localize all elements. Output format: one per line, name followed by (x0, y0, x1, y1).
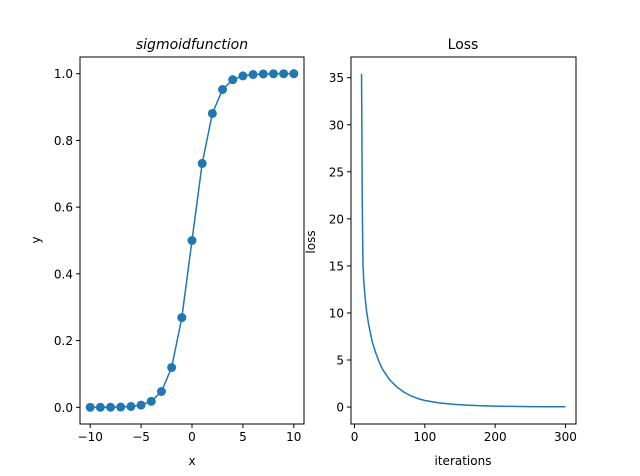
sigmoid-axes-frame (79, 56, 305, 425)
sigmoid-data-point (136, 400, 146, 410)
loss-x-tick-label: 300 (554, 430, 577, 444)
loss-y-tick-label: 25 (329, 165, 344, 179)
loss-x-tick-label: 0 (351, 430, 359, 444)
sigmoid-plot-area: −10 −5 0 5 10 0.0 0.2 0.4 0.6 0.8 1.0 (54, 67, 302, 444)
sigmoid-y-tick-label: 0.6 (54, 201, 73, 215)
sigmoid-chart: sigmoidfunction x y −10 −5 0 5 10 0.0 0.2 0.4 0.… (29, 37, 305, 468)
sigmoid-data-point (167, 363, 177, 373)
sigmoid-y-tick-label: 0.4 (54, 267, 73, 281)
loss-y-tick-label: 10 (329, 306, 344, 320)
loss-x-axis-label: iterations (435, 454, 492, 468)
sigmoid-x-tick-label: 10 (286, 430, 301, 444)
loss-series-line (360, 73, 566, 408)
sigmoid-data-point (146, 396, 156, 406)
sigmoid-y-tick-label: 1.0 (54, 67, 73, 81)
sigmoid-y-tick-label: 0.2 (54, 334, 73, 348)
sigmoid-data-point (95, 402, 105, 412)
sigmoid-data-point (279, 69, 289, 79)
sigmoid-x-tick-label: 0 (188, 430, 196, 444)
sigmoid-x-tick-label: −5 (132, 430, 150, 444)
loss-y-tick-label: 20 (329, 212, 344, 226)
sigmoid-chart-title: sigmoidfunction (136, 37, 248, 53)
sigmoid-x-axis-label: x (188, 454, 195, 468)
sigmoid-data-point (207, 108, 217, 118)
sigmoid-data-point (106, 402, 116, 412)
loss-chart-title: Loss (448, 37, 479, 53)
sigmoid-data-point (268, 69, 278, 79)
sigmoid-data-point (218, 84, 228, 94)
sigmoid-data-point (228, 75, 238, 85)
sigmoid-data-point (126, 401, 136, 411)
sigmoid-data-point (238, 71, 248, 81)
sigmoid-x-tick-label: −10 (78, 430, 103, 444)
loss-x-tick-label: 200 (484, 430, 507, 444)
sigmoid-y-tick-label: 0.8 (54, 134, 73, 148)
sigmoid-data-point (248, 70, 258, 80)
sigmoid-data-point (197, 158, 207, 168)
sigmoid-x-tick-label: 5 (239, 430, 247, 444)
sigmoid-data-point (85, 402, 95, 412)
loss-y-tick-label: 5 (336, 354, 344, 368)
loss-y-tick-label: 30 (329, 118, 344, 132)
sigmoid-data-point (116, 402, 126, 412)
sigmoid-data-point (177, 313, 187, 323)
sigmoid-y-tick-label: 0.0 (54, 401, 73, 415)
sigmoid-data-point (156, 387, 166, 397)
loss-chart: Loss iterations loss 0 100 200 300 0 5 10 15 20 2… (304, 37, 577, 468)
sigmoid-data-point (258, 69, 268, 79)
loss-plot-area: 0 100 200 300 0 5 10 15 20 25 30 35 (329, 71, 577, 444)
loss-y-tick-label: 15 (329, 259, 344, 273)
loss-y-tick-label: 0 (336, 401, 344, 415)
sigmoid-data-point (187, 236, 197, 245)
loss-y-axis-label: loss (304, 230, 318, 253)
sigmoid-data-point (289, 69, 299, 79)
loss-y-tick-label: 35 (329, 71, 344, 85)
loss-x-tick-label: 100 (413, 430, 436, 444)
loss-axes-frame (350, 56, 577, 425)
sigmoid-y-axis-label: y (29, 236, 43, 243)
